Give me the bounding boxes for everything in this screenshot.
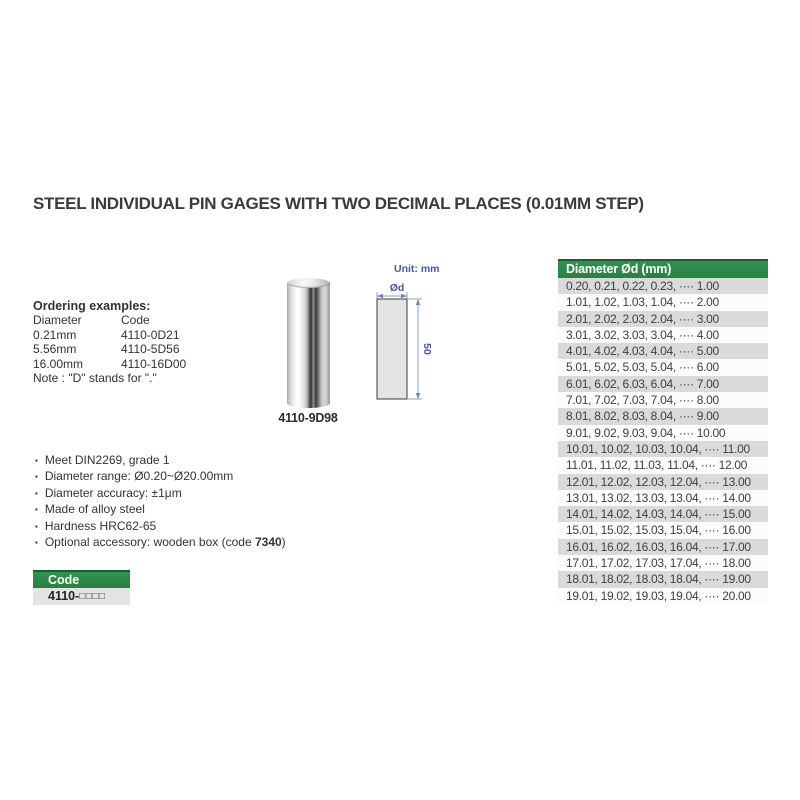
table-row: 14.01, 14.02, 14.03, 14.04, ···· 15.00 [558,506,768,523]
ordering-col-code: Code [121,313,150,328]
bullet-icon: ▪ [35,472,38,482]
table-row: 5.01, 5.02, 5.03, 5.04, ···· 6.00 [558,359,768,376]
bullet-icon: ▪ [35,456,38,465]
ordering-heading: Ordering examples: [33,299,151,313]
code-placeholder-boxes: □□□□ [79,591,106,602]
drawing-unit-label: Unit: mm [394,263,440,275]
diameter-table-rows: 0.20, 0.21, 0.22, 0.23, ···· 1.00 1.01, 1… [558,278,768,604]
ordering-row: 5.56mm 4110-5D56 [33,342,180,357]
pin-gage-photo-label: 4110-9D98 [278,411,338,425]
code-box: Code 4110-□□□□ [33,570,130,605]
ordering-note: Note : "D" stands for "." [33,371,157,386]
table-row: 2.01, 2.02, 2.03, 2.04, ···· 3.00 [558,310,768,327]
page-title: STEEL INDIVIDUAL PIN GAGES WITH TWO DECI… [33,194,644,213]
ordering-row: 0.21mm 4110-0D21 [33,327,180,342]
ordering-row: 16.00mm 4110-16D00 [33,356,187,371]
feature-item: ▪ Diameter range: Ø0.20~Ø20.00mm [35,469,234,484]
table-row: 18.01, 18.02, 18.03, 18.04, ···· 19.00 [558,571,768,588]
drawing-length-label: 50 [421,343,433,355]
table-row: 12.01, 12.02, 12.03, 12.04, ···· 13.00 [558,473,768,490]
table-row: 0.20, 0.21, 0.22, 0.23, ···· 1.00 [558,278,768,295]
table-row: 7.01, 7.02, 7.03, 7.04, ···· 8.00 [558,392,768,409]
pin-gage-top-face [287,278,330,288]
table-row: 15.01, 15.02, 15.03, 15.04, ···· 16.00 [558,522,768,539]
ordering-col-diameter: Diameter [33,313,82,328]
bullet-icon: ▪ [35,505,38,515]
feature-item: ▪ Diameter accuracy: ±1μm [35,485,182,500]
pin-gage-photo [287,278,330,408]
feature-item: ▪ Optional accessory: wooden box (code 73… [35,535,286,550]
table-row: 4.01, 4.02, 4.03, 4.04, ···· 5.00 [558,343,768,360]
drawing-diameter-label: Ød [390,282,405,294]
bullet-icon: ▪ [35,538,38,548]
table-row: 9.01, 9.02, 9.03, 9.04, ···· 10.00 [558,424,768,441]
feature-item: ▪ Made of alloy steel [35,502,145,517]
table-row: 1.01, 1.02, 1.03, 1.04, ···· 2.00 [558,294,768,311]
diameter-table: Diameter Ød (mm) 0.20, 0.21, 0.22, 0.23,… [558,259,768,604]
ordering-column-headers: Diameter Code [33,313,186,327]
drawing-pin-rect [376,298,408,400]
bullet-icon: ▪ [35,488,38,498]
diameter-table-header: Diameter Ød (mm) [558,259,768,278]
bullet-icon: ▪ [35,521,38,531]
pin-gage-drawing: Unit: mm Ød 50 [376,263,440,400]
table-row: 8.01, 8.02, 8.03, 8.04, ···· 9.00 [558,408,768,425]
code-box-value: 4110-□□□□ [33,588,130,605]
code-box-header: Code [33,570,130,588]
features-list: ▪ Meet DIN2269, grade 1 ▪ Diameter range: … [35,453,286,551]
table-row: 6.01, 6.02, 6.03, 6.04, ···· 7.00 [558,375,768,393]
ordering-examples: Ordering examples: Diameter Code 0.21mm … [33,299,186,385]
feature-item: ▪ Hardness HRC62-65 [35,518,157,533]
table-row: 13.01, 13.02, 13.03, 13.04, ···· 14.00 [558,489,768,507]
table-row: 3.01, 3.02, 3.03, 3.04, ···· 4.00 [558,326,768,344]
table-row: 10.01, 10.02, 10.03, 10.04, ···· 11.00 [558,440,768,458]
feature-item: ▪ Meet DIN2269, grade 1 [35,453,170,467]
table-row: 17.01, 17.02, 17.03, 17.04, ···· 18.00 [558,555,768,572]
table-row: 19.01, 19.02, 19.03, 19.04, ···· 20.00 [558,587,768,604]
table-row: 11.01, 11.02, 11.03, 11.04, ···· 12.00 [558,457,768,474]
table-row: 16.01, 16.02, 16.03, 16.04, ···· 17.00 [558,538,768,556]
